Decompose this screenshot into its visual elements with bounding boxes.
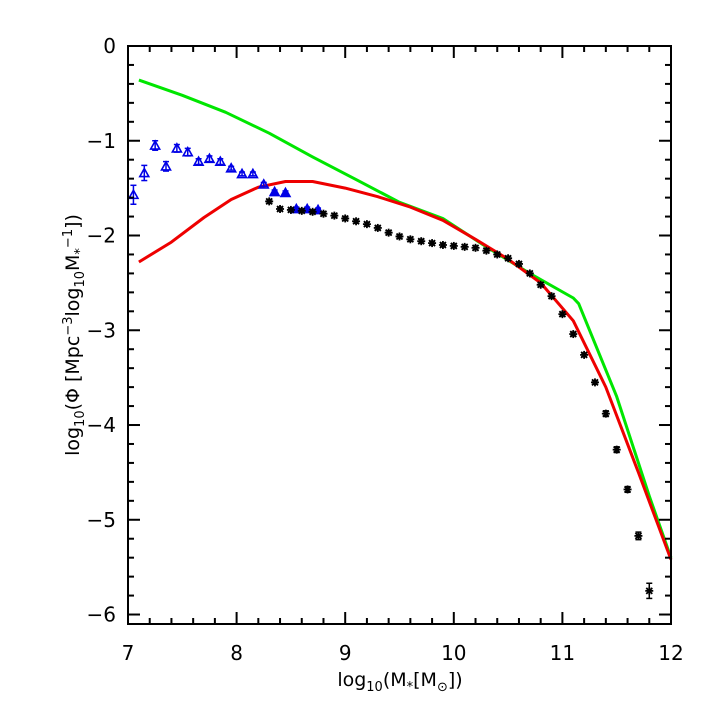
asterisk-point xyxy=(547,292,556,301)
asterisk-point xyxy=(319,209,328,218)
plot-markers xyxy=(127,139,654,600)
asterisk-point xyxy=(341,214,350,223)
x-tick-label: 7 xyxy=(122,641,135,665)
asterisk-point xyxy=(460,242,469,251)
triangle-point xyxy=(279,186,292,198)
x-tick-label: 12 xyxy=(658,641,683,665)
x-tick-label: 8 xyxy=(230,641,243,665)
triangle-point xyxy=(236,167,248,179)
triangle-point xyxy=(257,178,270,189)
asterisk-point xyxy=(504,254,513,263)
asterisk-point xyxy=(645,582,654,600)
x-tick-label: 10 xyxy=(441,641,466,665)
triangle-point xyxy=(127,184,140,205)
asterisk-point xyxy=(569,330,578,339)
triangle-point xyxy=(203,152,216,164)
asterisk-point xyxy=(525,269,534,278)
asterisk-point xyxy=(362,220,371,229)
y-tick-label: −2 xyxy=(87,224,116,248)
asterisk-point xyxy=(514,259,523,268)
asterisk-point xyxy=(384,228,393,237)
x-tick-label: 11 xyxy=(550,641,575,665)
asterisk-point xyxy=(623,485,632,494)
asterisk-point xyxy=(406,235,415,244)
asterisk-point xyxy=(428,239,437,248)
asterisk-point xyxy=(297,206,306,215)
asterisk-point xyxy=(471,243,480,252)
asterisk-point xyxy=(590,378,599,387)
asterisk-point xyxy=(612,445,621,454)
y-tick-label: −4 xyxy=(87,413,116,437)
asterisk-point xyxy=(449,241,458,250)
y-tick-label: −1 xyxy=(87,129,116,153)
y-axis-label: log10(Φ [Mpc−3log10M*−1]) xyxy=(61,214,88,456)
asterisk-point xyxy=(352,217,361,226)
y-axis: 0 −1 −2 −3 −4 −5 −6 xyxy=(87,34,671,627)
asterisk-point xyxy=(482,246,491,255)
y-tick-label: −5 xyxy=(87,508,116,532)
triangle-point xyxy=(160,160,172,172)
triangle-point xyxy=(247,167,259,179)
asterisk-point xyxy=(601,409,610,418)
plot-lines xyxy=(138,78,673,561)
triangle-point xyxy=(192,155,205,166)
asterisk-point xyxy=(536,280,545,289)
asterisk-point xyxy=(286,205,295,214)
triangle-point xyxy=(268,185,281,197)
asterisk-point xyxy=(558,310,567,319)
triangle-point xyxy=(225,162,238,173)
asterisk-point xyxy=(308,207,317,216)
y-tick-label: 0 xyxy=(103,34,116,58)
y-tick-label: −3 xyxy=(87,318,116,342)
series-line-1 xyxy=(138,180,673,561)
series-line-0 xyxy=(138,78,673,559)
asterisk-point xyxy=(580,350,589,359)
triangle-point xyxy=(138,164,151,182)
triangle-point xyxy=(181,145,194,157)
triangle-point xyxy=(171,142,183,153)
asterisk-point xyxy=(330,211,339,220)
x-axis: 7 8 9 10 11 12 xyxy=(122,46,684,665)
asterisk-point xyxy=(493,250,502,259)
asterisk-point xyxy=(395,232,404,241)
plot-frame xyxy=(127,45,672,625)
x-tick-label: 9 xyxy=(339,641,352,665)
x-axis-label: log10(M*[M⊙]) xyxy=(337,669,462,695)
asterisk-point xyxy=(417,237,426,246)
asterisk-point xyxy=(438,240,447,249)
asterisk-point xyxy=(265,197,274,206)
asterisk-point xyxy=(634,531,643,541)
asterisk-point xyxy=(276,204,285,213)
triangle-point xyxy=(149,139,162,151)
triangle-point xyxy=(214,155,227,166)
y-tick-label: −6 xyxy=(87,603,116,627)
asterisk-point xyxy=(373,223,382,232)
